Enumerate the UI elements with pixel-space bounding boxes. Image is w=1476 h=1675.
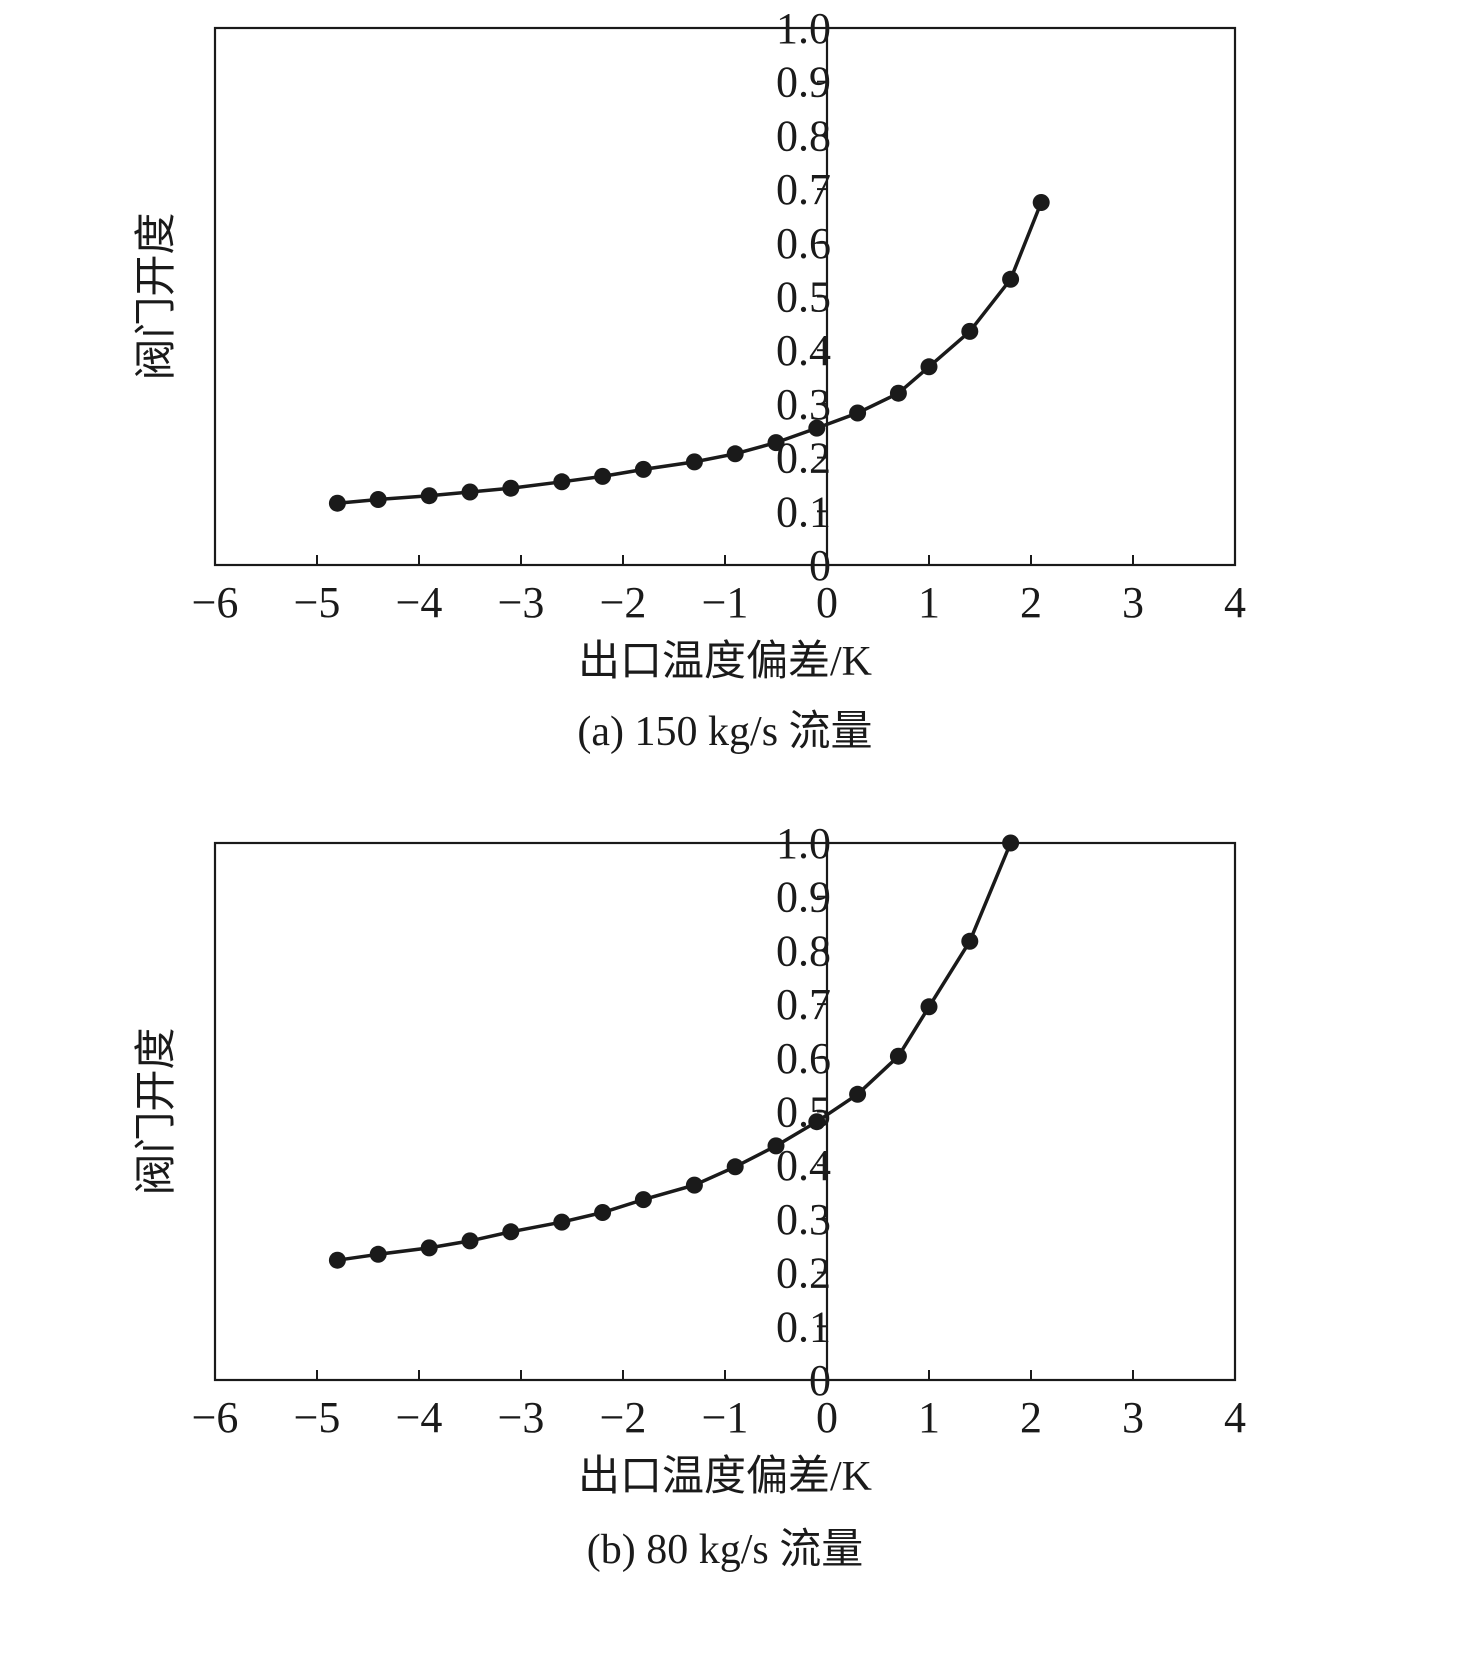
x-tick-label: 0	[816, 578, 838, 627]
y-tick-label: 0.2	[776, 1249, 831, 1298]
data-point	[808, 419, 826, 437]
y-axis-label: 阀门开度	[134, 212, 180, 380]
data-point	[594, 467, 612, 485]
data-point	[767, 1137, 785, 1155]
data-point	[920, 358, 938, 376]
x-tick-label: −1	[702, 578, 749, 627]
y-tick-label: 0.5	[776, 273, 831, 322]
data-point	[961, 932, 979, 950]
data-point	[726, 445, 744, 463]
x-tick-label: 3	[1122, 578, 1144, 627]
y-tick-label: 0.3	[776, 1195, 831, 1244]
x-tick-label: −5	[294, 578, 341, 627]
x-tick-label: −1	[702, 1393, 749, 1442]
y-tick-label: 1.0	[776, 4, 831, 53]
data-point	[1002, 270, 1020, 288]
data-point	[502, 479, 520, 497]
x-tick-label: −3	[498, 1393, 545, 1442]
data-point	[767, 434, 785, 452]
data-point	[889, 384, 907, 402]
y-tick-label: 0	[809, 541, 831, 590]
data-point	[1002, 834, 1020, 852]
plot-frame	[213, 841, 1237, 1382]
x-tick-label: 0	[816, 1393, 838, 1442]
x-axis-label: 出口温度偏差/K	[578, 639, 872, 685]
x-tick-label: 2	[1020, 1393, 1042, 1442]
x-tick-label: −2	[600, 1393, 647, 1442]
data-point	[1032, 194, 1050, 211]
y-tick-label: 0.8	[776, 111, 831, 160]
y-tick-label: 0.4	[776, 1141, 831, 1190]
y-tick-label: 0.9	[776, 58, 831, 107]
x-tick-label: −6	[192, 578, 239, 627]
data-point	[328, 1251, 346, 1269]
data-point	[369, 491, 387, 508]
y-tick-label: 0.1	[776, 487, 831, 536]
data-point	[849, 1085, 867, 1103]
data-point	[594, 1204, 612, 1221]
series-line	[337, 842, 1013, 1262]
y-tick-label: 0.7	[776, 165, 831, 214]
data-point	[808, 1113, 826, 1131]
x-tick-label: 2	[1020, 578, 1042, 627]
x-tick-label: −6	[192, 1393, 239, 1442]
data-point	[634, 460, 652, 478]
data-point	[420, 487, 438, 505]
y-tick-label: 0.6	[776, 1034, 831, 1083]
x-tick-label: 3	[1122, 1393, 1144, 1442]
y-tick-label: 0.4	[776, 326, 831, 375]
data-point	[328, 494, 346, 512]
y-tick-label: 0.7	[776, 980, 831, 1029]
x-tick-label: −5	[294, 1393, 341, 1442]
chart-caption: (b) 80 kg/s 流量	[587, 1527, 864, 1573]
data-point	[849, 404, 867, 422]
x-tick-label: 4	[1224, 578, 1246, 627]
data-point	[685, 453, 703, 471]
data-point	[920, 998, 938, 1016]
data-point	[461, 483, 479, 501]
x-tick-label: −4	[396, 578, 443, 627]
data-point	[420, 1239, 438, 1257]
data-point	[889, 1047, 907, 1065]
x-tick-label: 4	[1224, 1393, 1246, 1442]
y-tick-label: 0	[809, 1356, 831, 1405]
chart-caption: (a) 150 kg/s 流量	[577, 709, 872, 755]
data-point	[553, 473, 571, 491]
y-tick-label: 0.9	[776, 873, 831, 922]
data-point	[634, 1191, 652, 1209]
y-tick-label: 0.8	[776, 926, 831, 975]
x-tick-label: −4	[396, 1393, 443, 1442]
chart-panel-a: 阀门开度 出口温度偏差/K (a) 150 kg/s 流量 −6 −5 −4 −3 −2…	[134, 4, 1246, 755]
plot-frame	[213, 26, 1237, 567]
x-axis-label: 出口温度偏差/K	[578, 1454, 872, 1500]
data-point	[461, 1232, 479, 1250]
data-point	[685, 1176, 703, 1194]
x-tick-label: 1	[918, 1393, 940, 1442]
x-tick-label: 1	[918, 578, 940, 627]
data-point	[553, 1213, 571, 1231]
y-tick-label: 1.0	[776, 819, 831, 868]
y-tick-label: 0.6	[776, 219, 831, 268]
y-tick-label: 0.1	[776, 1302, 831, 1351]
chart-panel-b: 阀门开度 出口温度偏差/K (b) 80 kg/s 流量 −6 −5 −4 −3 −2 −…	[134, 819, 1246, 1573]
data-point	[726, 1158, 744, 1176]
y-tick-label: 0.3	[776, 380, 831, 429]
data-point	[502, 1223, 520, 1241]
y-axis-label: 阀门开度	[134, 1027, 180, 1195]
data-point	[961, 322, 979, 340]
data-point	[369, 1245, 387, 1263]
y-tick-label: 0.2	[776, 434, 831, 483]
x-tick-label: −2	[600, 578, 647, 627]
x-tick-label: −3	[498, 578, 545, 627]
